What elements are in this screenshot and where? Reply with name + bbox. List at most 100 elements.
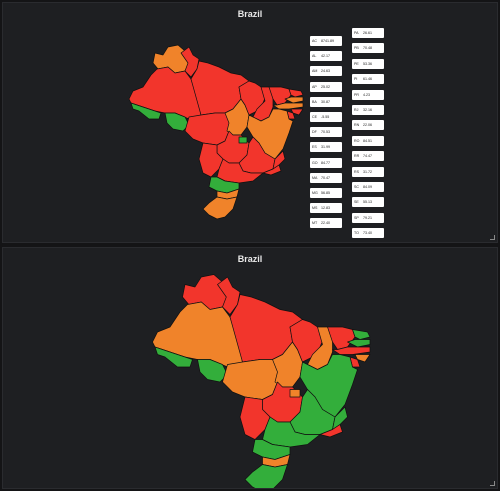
state-am[interactable] [128, 66, 202, 120]
legend-item-ac: AC 8741.89 [310, 36, 342, 46]
legend-code: DF [312, 130, 317, 135]
legend-item-pi: PI 61.46 [352, 74, 384, 85]
state-df[interactable] [289, 389, 301, 398]
legend-item-to: TO 73.40 [352, 228, 384, 239]
legend-code: PA [354, 31, 359, 35]
legend-item-ro: RO 84.51 [352, 135, 384, 146]
state-rn[interactable] [288, 88, 304, 98]
legend-code: SC [354, 185, 359, 189]
legend-value: 31.72 [363, 169, 372, 174]
legend-value: 84.77 [321, 160, 330, 165]
state-rn[interactable] [352, 329, 371, 340]
state-es[interactable] [332, 406, 348, 430]
legend-code: MG [312, 191, 318, 195]
legend-item-rr: RR 74.47 [352, 151, 384, 162]
panel-title: Brazil [237, 254, 263, 264]
state-pb[interactable] [284, 96, 304, 104]
legend-item-pa: PA 26.61 [352, 28, 384, 38]
brazil-map-panel-bottom: Brazil [2, 247, 498, 489]
legend-code: PB [354, 46, 359, 51]
legend-value: 8741.89 [321, 39, 334, 43]
state-am[interactable] [152, 301, 243, 368]
state-al[interactable] [354, 354, 371, 363]
legend-value: 30.87 [321, 99, 330, 104]
state-pe[interactable] [332, 346, 371, 355]
brazil-map-bottom [152, 274, 371, 490]
legend-code: SP [354, 215, 359, 220]
legend-code: MA [312, 175, 318, 180]
legend-code: CE [312, 115, 317, 119]
state-rj[interactable] [262, 164, 282, 176]
legend-code: RR [354, 154, 360, 159]
legend-code: AC [312, 39, 317, 43]
state-ac[interactable] [130, 102, 162, 120]
legend-item-ce: CE -5.55 [310, 112, 342, 122]
legend-item-df: DF 70.53 [310, 127, 342, 138]
legend-value: 24.63 [321, 69, 330, 74]
legend-code: RJ [354, 108, 359, 112]
legend-value: 84.51 [363, 138, 372, 143]
legend-code: AP [312, 84, 317, 89]
legend-code: AL [312, 54, 317, 59]
state-es[interactable] [272, 150, 286, 170]
legend-item-rj: RJ 32.16 [352, 105, 384, 115]
legend-code: RO [354, 138, 360, 143]
legend-code: TO [354, 231, 359, 236]
legend-item-sc: SC 84.09 [352, 182, 384, 192]
legend-value: 22.40 [321, 221, 330, 226]
panel-title: Brazil [237, 9, 263, 19]
legend-item-rn: RN 22.06 [352, 120, 384, 131]
state-rs[interactable] [202, 196, 238, 220]
legend-value: 22.06 [363, 123, 372, 128]
legend-value: 12.83 [321, 206, 330, 211]
legend-code: PE [354, 61, 359, 66]
legend-item-se: SE 55.13 [352, 197, 384, 208]
legend-value: 61.46 [363, 77, 372, 82]
legend-value: -5.55 [321, 115, 330, 119]
legend-item-ba: BA 30.87 [310, 96, 342, 107]
resize-handle-icon[interactable] [490, 235, 495, 240]
legend-value: 25.02 [321, 84, 330, 89]
legend-value: 73.40 [363, 231, 372, 236]
state-mt[interactable] [184, 112, 232, 146]
legend-item-pr: PR 4.23 [352, 89, 384, 100]
state-df[interactable] [238, 136, 248, 144]
legend-item-ms: MS 12.83 [310, 203, 342, 214]
legend-value: 31.99 [321, 145, 330, 150]
legend-code: MS [312, 206, 318, 211]
legend-item-ap: AP 25.02 [310, 81, 342, 92]
state-al[interactable] [290, 108, 304, 116]
state-mt[interactable] [222, 359, 281, 400]
legend-code: PI [354, 77, 358, 82]
legend-code: RN [354, 123, 360, 128]
legend-code: AM [312, 69, 318, 74]
legend-item-pb: PB 70.48 [352, 43, 384, 54]
legend-value: 32.16 [363, 108, 372, 112]
state-rj[interactable] [319, 424, 343, 438]
legend-item-al: AL 42.17 [310, 51, 342, 62]
legend-value: 84.09 [363, 185, 372, 189]
legend-code: GO [312, 160, 318, 165]
legend-value: 56.85 [321, 191, 330, 195]
brazil-map-top [128, 44, 304, 220]
state-ac[interactable] [154, 346, 193, 368]
legend-value: 4.23 [363, 92, 370, 97]
legend-item-ma: MA 70.47 [310, 172, 342, 183]
legend-value: 70.47 [321, 175, 330, 180]
legend-item-es: ES 31.99 [310, 142, 342, 153]
legend-value: 26.61 [363, 31, 372, 35]
legend-code: PR [354, 92, 359, 97]
state-pe[interactable] [272, 102, 304, 110]
resize-handle-icon[interactable] [490, 481, 495, 486]
legend-value: 70.48 [363, 46, 372, 51]
brazil-map-panel-top: Brazil AC 8741.89 AL 42.17 AM 24.63 AP 25.02 BA 3… [2, 2, 498, 243]
legend-value: 53.36 [363, 61, 372, 66]
state-pb[interactable] [347, 339, 371, 348]
state-rs[interactable] [244, 464, 288, 490]
legend-code: BA [312, 99, 317, 104]
legend-item-pe: PE 53.36 [352, 58, 384, 69]
legend-value: 74.47 [363, 154, 372, 159]
legend-item-sp: SP 79.21 [352, 212, 384, 223]
legend-code: SE [354, 200, 359, 205]
legend-item-rs: RS 31.72 [352, 166, 384, 177]
